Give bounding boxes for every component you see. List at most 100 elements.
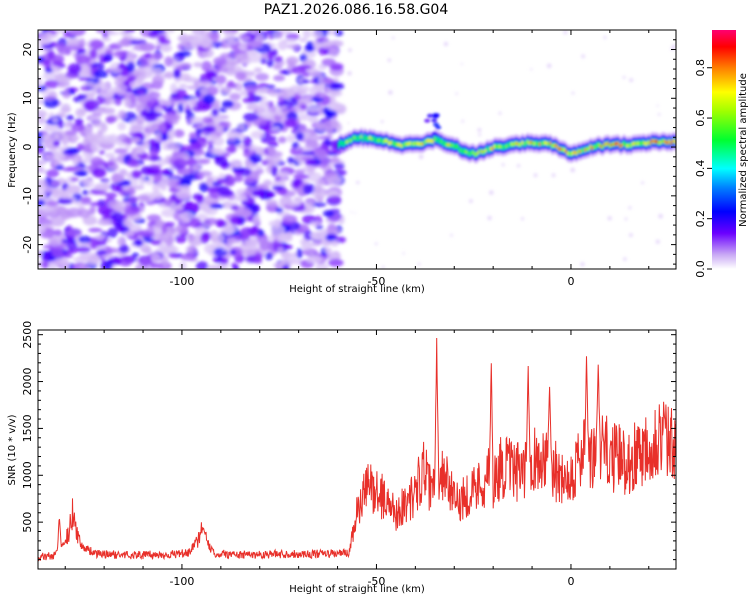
heatmap-cell xyxy=(600,144,603,148)
heatmap-cell xyxy=(414,142,417,146)
heatmap-cell xyxy=(303,230,314,241)
heatmap-cell xyxy=(387,58,391,62)
heatmap-cell xyxy=(171,150,180,160)
heatmap-cell xyxy=(79,263,91,269)
heatmap-cell xyxy=(54,257,69,265)
heatmap-cell xyxy=(145,179,153,186)
heatmap-cell xyxy=(379,138,382,142)
y-tick-label: 0 xyxy=(21,144,34,151)
heatmap-cell xyxy=(235,71,247,81)
heatmap-cell xyxy=(118,244,130,254)
heatmap-cell xyxy=(180,253,196,261)
heatmap-cell xyxy=(551,144,554,148)
heatmap-cell xyxy=(248,164,263,170)
snr-panel: -100 -50 0 500 1000 1500 2000 2500 Height of s… xyxy=(7,321,677,595)
heatmap-cell xyxy=(44,154,56,160)
heatmap-cell xyxy=(638,141,641,145)
heatmap-cell xyxy=(173,69,181,79)
heatmap-cell xyxy=(318,75,326,86)
heatmap-cell xyxy=(205,134,219,141)
heatmap-cell xyxy=(66,38,81,47)
heatmap-cell xyxy=(579,150,582,154)
heatmap-cell xyxy=(139,175,146,186)
heatmap-cell xyxy=(430,139,433,143)
heatmap-cell xyxy=(56,205,67,217)
heatmap-cell xyxy=(266,191,276,198)
heatmap-cell xyxy=(468,152,471,156)
heatmap-cell xyxy=(95,30,109,34)
heatmap-cell xyxy=(294,169,305,176)
y-tick-label: -10 xyxy=(21,187,34,205)
heatmap-cell xyxy=(301,151,316,156)
heatmap-cell xyxy=(309,132,319,144)
heatmap-cell xyxy=(131,170,142,179)
heatmap-cell xyxy=(447,142,450,147)
heatmap-cell xyxy=(572,151,575,155)
heatmap-cell xyxy=(641,181,644,185)
heatmap-cell xyxy=(161,255,169,265)
y-tick-label: 500 xyxy=(21,512,34,533)
heatmap-cell xyxy=(174,234,187,244)
heatmap-cell xyxy=(356,135,359,141)
heatmap-cell xyxy=(129,224,142,233)
heatmap-cell xyxy=(432,139,435,144)
heatmap-cell xyxy=(243,112,259,122)
heatmap-cell xyxy=(52,67,63,72)
heatmap-cell xyxy=(142,139,150,150)
heatmap-cell xyxy=(189,142,203,150)
heatmap-cell xyxy=(260,109,273,119)
heatmap-cell xyxy=(428,139,431,143)
heatmap-cell xyxy=(189,98,198,106)
heatmap-cell xyxy=(545,141,549,145)
heatmap-cell xyxy=(38,148,44,154)
heatmap-cell xyxy=(266,84,276,89)
heatmap-cell xyxy=(187,245,197,256)
heatmap-cell xyxy=(510,142,514,146)
heatmap-cell xyxy=(303,95,315,106)
heatmap-cell xyxy=(161,208,177,218)
heatmap-cell xyxy=(157,158,168,166)
heatmap-cell xyxy=(407,142,410,146)
heatmap-cell xyxy=(126,61,136,73)
heatmap-cell xyxy=(354,212,356,214)
heatmap-cell xyxy=(477,128,482,132)
heatmap-cell xyxy=(220,44,231,49)
heatmap-cell xyxy=(271,185,285,191)
spectrogram-signal-track xyxy=(337,113,676,164)
heatmap-cell xyxy=(62,89,72,99)
heatmap-cell xyxy=(178,83,188,89)
heatmap-cell xyxy=(636,141,640,146)
heatmap-cell xyxy=(147,31,159,38)
heatmap-cell xyxy=(222,121,231,128)
heatmap-cell xyxy=(257,229,265,237)
heatmap-cell xyxy=(38,225,46,234)
heatmap-cell xyxy=(619,144,622,148)
heatmap-cell xyxy=(323,120,339,130)
heatmap-cell xyxy=(542,141,545,146)
heatmap-cell xyxy=(671,44,676,49)
heatmap-cell xyxy=(104,260,113,269)
heatmap-cell xyxy=(189,132,197,140)
heatmap-cell xyxy=(484,149,487,153)
heatmap-cell xyxy=(489,190,494,195)
heatmap-cell xyxy=(206,265,223,269)
heatmap-cell xyxy=(172,158,188,170)
heatmap-cell xyxy=(219,86,232,95)
heatmap-cell xyxy=(253,213,261,225)
heatmap-cell xyxy=(108,200,124,210)
heatmap-cell xyxy=(104,247,121,254)
heatmap-cell xyxy=(435,137,438,143)
heatmap-cell xyxy=(281,264,290,269)
heatmap-cell xyxy=(150,263,164,269)
heatmap-cell xyxy=(353,135,356,139)
heatmap-cell xyxy=(89,39,105,49)
heatmap-cell xyxy=(182,174,193,185)
heatmap-cell xyxy=(101,107,116,115)
heatmap-cell xyxy=(288,253,297,262)
heatmap-cell xyxy=(666,141,669,145)
heatmap-cell xyxy=(584,148,587,152)
heatmap-cell xyxy=(157,34,167,43)
heatmap-cell xyxy=(214,155,228,166)
heatmap-cell xyxy=(517,142,521,146)
heatmap-cell xyxy=(249,153,263,163)
